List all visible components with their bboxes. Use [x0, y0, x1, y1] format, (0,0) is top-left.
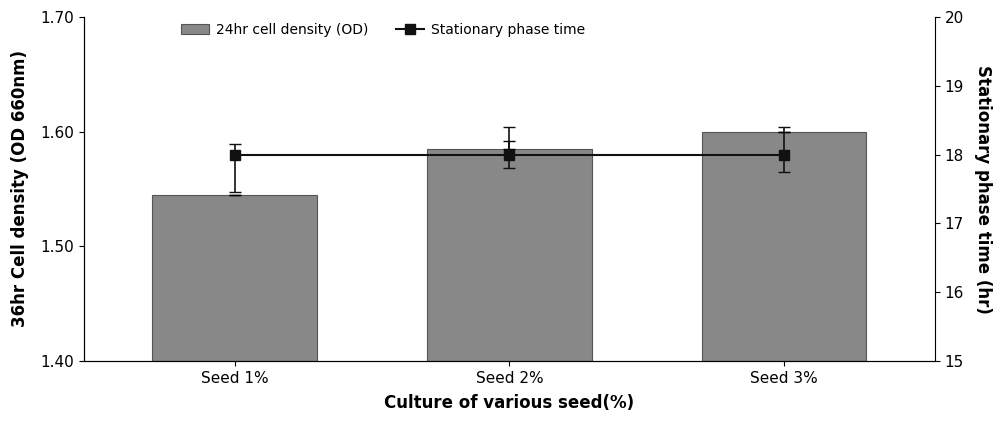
- Y-axis label: Stationary phase time (hr): Stationary phase time (hr): [973, 65, 991, 313]
- Y-axis label: 36hr Cell density (OD 660nm): 36hr Cell density (OD 660nm): [11, 50, 29, 327]
- Bar: [427, 149, 591, 423]
- Bar: [152, 195, 317, 423]
- X-axis label: Culture of various seed(%): Culture of various seed(%): [384, 394, 634, 412]
- Legend: 24hr cell density (OD), Stationary phase time: 24hr cell density (OD), Stationary phase…: [175, 17, 590, 42]
- Bar: [701, 132, 866, 423]
